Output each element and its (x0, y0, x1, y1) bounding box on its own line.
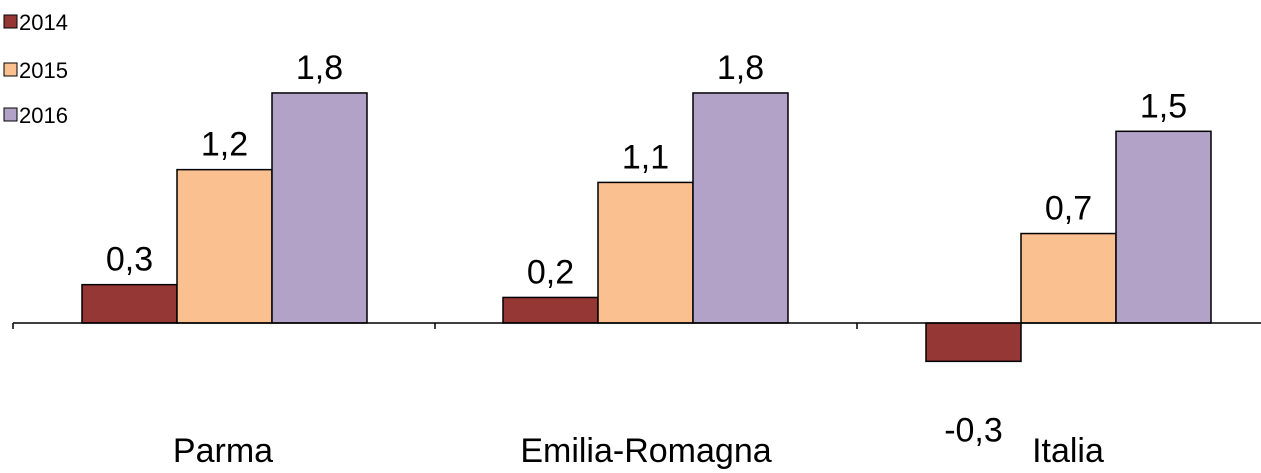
legend-swatch-2014 (3, 14, 18, 29)
legend-label-2014: 2014 (19, 10, 68, 35)
data-label-2016-Parma: 1,8 (296, 49, 343, 87)
category-label-Parma: Parma (173, 432, 273, 470)
data-labels: 0,3 1,2 1,8 0,2 1,1 1,8 -0,3 0,7 1,5 (106, 49, 1187, 449)
bar-2015-Parma (176, 168, 273, 324)
data-label-2015-Parma: 1,2 (201, 126, 248, 164)
data-label-2015-Emilia-Romagna: 1,1 (622, 138, 669, 176)
bar-2014-Italia (925, 322, 1022, 363)
data-label-2014-Emilia-Romagna: 0,2 (527, 253, 574, 291)
legend-swatch-2016 (3, 107, 18, 122)
bar-2014-Emilia-Romagna (502, 296, 599, 324)
bar-2014-Parma (81, 283, 178, 324)
chart-legend: 2014 2015 2016 (3, 10, 68, 128)
bar-2016-Emilia-Romagna (692, 92, 789, 324)
bar-2016-Parma (271, 92, 368, 324)
legend-swatch-2015 (3, 62, 18, 77)
category-label-Italia: Italia (1032, 432, 1104, 470)
x-axis (12, 322, 1261, 329)
legend-label-2015: 2015 (19, 58, 68, 83)
bar-2015-Italia (1020, 232, 1117, 324)
bar-2015-Emilia-Romagna (597, 181, 694, 324)
data-label-2016-Emilia-Romagna: 1,8 (717, 49, 764, 87)
bar-2016-Italia (1115, 130, 1212, 324)
data-label-2016-Italia: 1,5 (1140, 87, 1187, 125)
legend-label-2016: 2016 (19, 103, 68, 128)
category-label-Emilia-Romagna: Emilia-Romagna (520, 432, 771, 470)
category-labels: Parma Emilia-Romagna Italia (173, 432, 1104, 470)
data-label-2014-Parma: 0,3 (106, 241, 153, 279)
data-label-2014-Italia: -0,3 (944, 411, 1003, 449)
chart-bars (81, 92, 1212, 363)
data-label-2015-Italia: 0,7 (1045, 190, 1092, 228)
